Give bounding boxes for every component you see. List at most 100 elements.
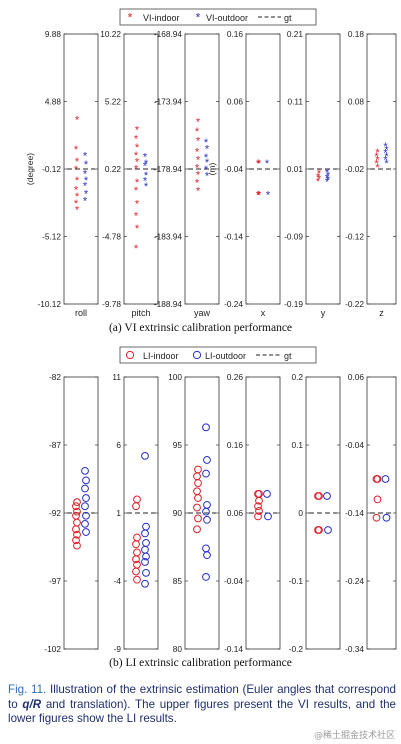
vi-panel-6-outdoor-point: * — [383, 148, 388, 160]
vi-panel-2-indoor-point: * — [134, 243, 139, 255]
li-panel-3-indoor-point — [194, 494, 202, 502]
vi-panel-5-indoor-point: * — [316, 176, 321, 188]
vi-panel-4-tick-label: -0.04 — [224, 164, 243, 174]
li-panel-2-indoor-point — [132, 502, 140, 511]
li-panel-5-tick-label: 0.2 — [291, 372, 303, 382]
vi-legend-gt-label: gt — [284, 13, 292, 23]
li-panel-6-tick-label: -0.24 — [345, 576, 364, 586]
watermark: @稀土掘金技术社区 — [313, 731, 395, 741]
vi-panel-4-indoor-point: * — [257, 189, 262, 201]
li-panel-2-outdoor-point — [142, 539, 150, 547]
vi-panel-2-outdoor-point: * — [144, 170, 149, 182]
vi-panel-6-indoor-point: * — [375, 154, 380, 166]
li-panel-1-indoor-point — [73, 507, 81, 516]
li-legend-indoor-label: LI-indoor — [143, 351, 179, 361]
vi-panel-1-indoor-point: * — [75, 114, 80, 126]
vi-panel-2-indoor-point: * — [134, 163, 139, 175]
vi-panel-3-outdoor-point: * — [204, 152, 209, 164]
vi-panel-2-outdoor-point: * — [143, 176, 148, 188]
vi-panel-5-indoor-point: * — [317, 173, 322, 185]
vi-panel-3-indoor-point: * — [196, 186, 201, 198]
vi-panel-2-tick-label: 10.22 — [100, 29, 121, 39]
li-panel-4-tick-label: -0.14 — [224, 644, 243, 654]
vi-panel-4-tick-label: -0.24 — [224, 299, 243, 309]
vi-panel-4-outdoor-point: * — [265, 158, 270, 170]
li-legend-indoor-marker — [125, 350, 135, 360]
vi-panel-6-tick-label: -0.02 — [345, 164, 364, 174]
vi-panel-4-tick-label: 0.16 — [227, 29, 244, 39]
vi-panel-5-tick-label: -0.19 — [284, 299, 303, 309]
li-panel-3-outdoor-point — [203, 551, 211, 560]
vi-panel-4-tick-label: -0.14 — [224, 232, 243, 242]
vi-panel-2-outdoor-point: * — [143, 151, 148, 163]
vi-panel-2-tick-label: -4.78 — [102, 232, 121, 242]
li-panel-4-outdoor-point — [264, 512, 272, 521]
vi-panel-3-indoor-point: * — [195, 146, 200, 158]
li-panel-1-outdoor-point — [81, 502, 89, 511]
vi-panel-1-indoor-point: * — [75, 191, 80, 203]
vi-panel-1-tick-label: 9.88 — [45, 29, 62, 39]
li-panel-5-tick-label: 0 — [298, 508, 303, 518]
vi-panel-4-indoor-point: * — [257, 189, 262, 201]
vi-panel-1-ylabel: (degree) — [25, 153, 35, 185]
li-panel-3-outdoor-point — [203, 456, 211, 464]
li-panel-1-outdoor-point — [81, 466, 89, 475]
vi-panel-2-xlabel: pitch — [131, 308, 150, 318]
vi-panel-3-outdoor-point: * — [205, 144, 210, 156]
li-panel-5-tick-label: -0.2 — [289, 644, 304, 654]
vi-panel-2-indoor-point: * — [135, 124, 140, 136]
caption-text-part2: and translation). The upper figures pres… — [8, 697, 397, 726]
vi-panel-2-outdoor-point: * — [144, 181, 149, 193]
vi-legend-box — [119, 8, 317, 26]
vi-panel-3-tick-label: -173.94 — [154, 97, 183, 107]
li-panel-4-tick-label: 0.26 — [227, 372, 244, 382]
vi-panel-1-tick-label: -5.12 — [42, 232, 61, 242]
vi-panel-5-outdoor-point: * — [325, 167, 330, 179]
li-panel-1-indoor-point — [72, 536, 80, 545]
vi-panel-5-outdoor-point: * — [325, 177, 330, 189]
vi-panel-1-indoor-point: * — [75, 205, 80, 217]
li-panel-4-tick-label: 0.06 — [227, 508, 244, 518]
li-panel-2-outdoor-point — [142, 568, 150, 577]
vi-panel-5-tick-label: 0.21 — [287, 29, 304, 39]
li-panel-2-outdoor-point — [141, 451, 149, 460]
li-panel-5-outdoor-point — [323, 492, 331, 500]
li-panel-2-outdoor-point — [142, 522, 150, 531]
vi-panel-2-indoor-point: * — [135, 199, 140, 211]
vi-legend-outdoor-label: VI-outdoor — [206, 13, 248, 23]
vi-panel-6-indoor-point: * — [375, 162, 380, 174]
vi-panel-5-tick-label: 0.11 — [287, 97, 303, 107]
li-panel-5-outdoor-point — [324, 526, 332, 534]
vi-panel-1-outdoor-point: * — [84, 189, 89, 201]
li-panel-3-tick-label: 85 — [173, 576, 183, 586]
li-panel-1-indoor-point — [72, 525, 80, 534]
li-panel-2-indoor-point — [132, 540, 140, 549]
vi-panel-3-tick-label: -183.94 — [154, 232, 183, 242]
vi-panel-6-outdoor-point: * — [384, 144, 389, 156]
li-panel-2-tick-label: 6 — [116, 440, 121, 450]
vi-panel-1-outdoor-point: * — [83, 180, 88, 192]
vi-panel-2-indoor-point: * — [135, 142, 140, 154]
vi-panel-5-outdoor-point: * — [326, 170, 331, 182]
vi-calibration-chart: * VI-indoor * VI-outdoor gt 9.88 4.88 -0.12 -5.1… — [25, 8, 397, 318]
li-panel-6-indoor-point — [372, 513, 381, 522]
li-panel-2-tick-label: -4 — [114, 576, 122, 586]
vi-panel-6-tick-label: -0.22 — [345, 299, 364, 309]
vi-panel-1-tick-label: -10.12 — [37, 299, 61, 309]
li-subcaption: (b) LI extrinsic calibration performance — [109, 657, 292, 669]
vi-panel-1-outdoor-point: * — [83, 168, 88, 180]
li-panel-1-outdoor-point — [82, 476, 90, 485]
vi-panel-3-indoor-point: * — [196, 136, 201, 148]
vi-panel-3-xlabel: yaw — [194, 308, 211, 318]
vi-panel-1-indoor-point: * — [74, 184, 79, 196]
li-panel-1-indoor-point — [72, 502, 80, 511]
li-panel-6-tick-label: -0.04 — [345, 440, 364, 450]
vi-panel-1-indoor-point: * — [74, 164, 79, 176]
vi-panel-2-tick-label: -9.78 — [102, 299, 121, 309]
li-panel-1-indoor-point — [73, 518, 81, 527]
li-panel-3-tick-label: 100 — [168, 372, 182, 382]
li-panel-6-tick-label: -0.14 — [345, 508, 364, 518]
li-panel-3-outdoor-point — [202, 507, 210, 516]
vi-legend-indoor-label: VI-indoor — [143, 13, 180, 23]
vi-subcaption: (a) VI extrinsic calibration performance — [108, 322, 293, 334]
